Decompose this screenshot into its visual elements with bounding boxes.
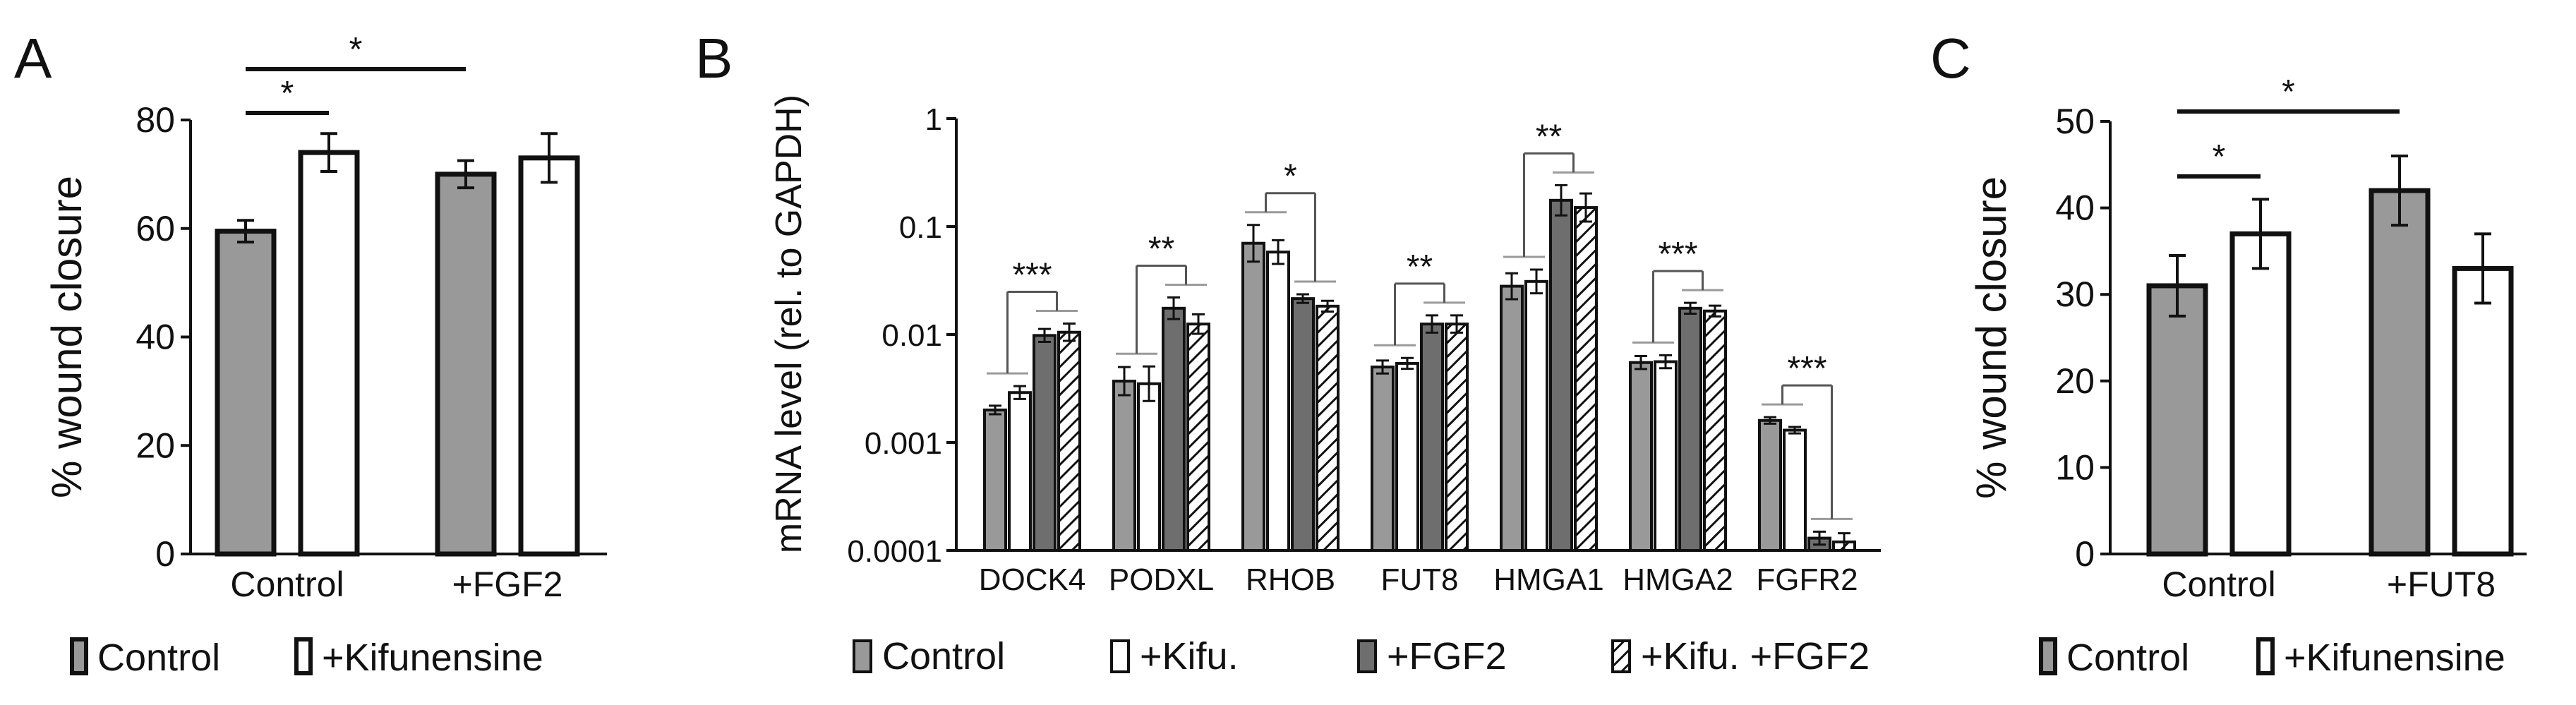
x-category-label: Control bbox=[2162, 565, 2275, 604]
panel-b-chart: 0.0001 0.001 0.01 0.1 1 mRNA level (rel. to G… bbox=[769, 95, 1881, 677]
legend-swatch bbox=[853, 639, 872, 673]
legend-label: Control bbox=[882, 635, 1005, 677]
significance-label: * bbox=[281, 75, 294, 112]
significance-label: ** bbox=[1536, 118, 1562, 155]
legend-swatch bbox=[1357, 639, 1377, 673]
y-tick-label: 20 bbox=[2055, 361, 2095, 401]
y-tick-label: 20 bbox=[136, 426, 175, 465]
significance-label: *** bbox=[1012, 257, 1052, 294]
significance-label: * bbox=[1284, 158, 1297, 195]
y-tick-label: 0 bbox=[2075, 534, 2095, 574]
bar bbox=[298, 150, 360, 557]
bar bbox=[1445, 323, 1469, 552]
panel-b-letter: B bbox=[695, 27, 733, 90]
y-tick-label: 0 bbox=[155, 534, 175, 574]
x-category-label: +FUT8 bbox=[2387, 565, 2496, 604]
y-tick-label: 30 bbox=[2055, 275, 2095, 314]
y-tick-label: 10 bbox=[2055, 447, 2095, 487]
bar bbox=[1112, 380, 1136, 552]
bar bbox=[1316, 304, 1340, 552]
bar bbox=[1186, 323, 1210, 552]
bar bbox=[1033, 334, 1057, 552]
bar bbox=[1420, 323, 1444, 552]
legend-swatch bbox=[70, 637, 88, 675]
bar bbox=[2146, 283, 2208, 557]
bar bbox=[2452, 265, 2514, 557]
y-tick-label: 40 bbox=[2055, 188, 2095, 228]
y-axis-label: % wound closure bbox=[43, 176, 90, 498]
bar bbox=[1703, 309, 1727, 552]
bar bbox=[1137, 382, 1161, 552]
y-tick-label: 80 bbox=[136, 100, 175, 140]
bar bbox=[1162, 306, 1186, 552]
bar bbox=[1549, 198, 1573, 552]
y-tick-label: 0.0001 bbox=[847, 534, 942, 569]
panel-a-letter: A bbox=[14, 27, 52, 90]
bar bbox=[2369, 188, 2431, 557]
bar bbox=[1524, 279, 1548, 552]
significance-label: ** bbox=[1407, 248, 1433, 286]
legend-label: +Kifu. bbox=[1140, 635, 1239, 677]
legend-swatch bbox=[1611, 639, 1631, 673]
panel-c-letter: C bbox=[1930, 27, 1971, 90]
significance-label: * bbox=[349, 31, 363, 68]
legend-swatch bbox=[294, 637, 313, 675]
legend-swatch bbox=[1110, 639, 1130, 673]
y-axis-label: % wound closure bbox=[1968, 176, 2015, 499]
bar bbox=[1783, 428, 1807, 552]
bar bbox=[1371, 366, 1395, 553]
bar bbox=[983, 408, 1007, 552]
x-category-label: PODXL bbox=[1109, 562, 1214, 597]
bar bbox=[518, 155, 580, 557]
bar bbox=[1654, 360, 1678, 552]
bar bbox=[215, 229, 277, 557]
significance-label: ** bbox=[1148, 231, 1174, 268]
bar bbox=[1678, 306, 1702, 552]
x-category-label: FUT8 bbox=[1381, 562, 1459, 597]
y-tick-label: 60 bbox=[136, 209, 175, 248]
bar bbox=[435, 171, 497, 557]
bar bbox=[1266, 251, 1290, 552]
legend-swatch bbox=[2256, 637, 2275, 675]
bar bbox=[2229, 231, 2292, 557]
significance-label: *** bbox=[1787, 350, 1826, 387]
legend-swatch bbox=[2039, 637, 2057, 675]
bar bbox=[1291, 297, 1315, 552]
y-tick-label: 40 bbox=[136, 318, 175, 357]
legend-label: Control bbox=[97, 637, 220, 679]
x-category-label: DOCK4 bbox=[979, 562, 1086, 597]
bar bbox=[1057, 330, 1081, 552]
y-tick-label: 0.1 bbox=[899, 210, 942, 245]
bar bbox=[1395, 361, 1419, 552]
significance-label: * bbox=[2213, 138, 2226, 176]
legend-label: +Kifunensine bbox=[322, 637, 543, 679]
legend-label: +Kifu. +FGF2 bbox=[1641, 635, 1870, 677]
significance-label: * bbox=[2282, 73, 2295, 111]
legend-label: Control bbox=[2066, 637, 2189, 679]
x-category-label: RHOB bbox=[1246, 562, 1335, 597]
legend-label: +Kifunensine bbox=[2284, 637, 2505, 679]
bar bbox=[1008, 391, 1032, 552]
panel-c-chart: 0 10 20 30 40 50 % wound closure Control +FUT8 * *… bbox=[1968, 73, 2527, 679]
panel-a-chart: 0 20 40 60 80 % wound closure Control +FGF2 * * Co… bbox=[43, 31, 607, 679]
legend-label: +FGF2 bbox=[1387, 635, 1507, 677]
x-category-label: HMGA1 bbox=[1493, 562, 1603, 597]
x-category-label: HMGA2 bbox=[1623, 562, 1733, 597]
x-category-label: Control bbox=[230, 565, 344, 604]
x-category-label: FGFR2 bbox=[1756, 562, 1858, 597]
y-tick-label: 0.001 bbox=[865, 426, 942, 461]
y-axis-label: mRNA level (rel. to GAPDH) bbox=[769, 95, 809, 553]
significance-label: *** bbox=[1658, 236, 1697, 273]
bar bbox=[1574, 206, 1598, 552]
y-tick-label: 0.01 bbox=[881, 318, 942, 353]
bar bbox=[1241, 241, 1265, 552]
y-tick-label: 1 bbox=[925, 102, 942, 137]
bar bbox=[1629, 361, 1653, 552]
y-tick-label: 50 bbox=[2055, 102, 2095, 141]
bar bbox=[1758, 418, 1782, 553]
x-category-label: +FGF2 bbox=[452, 565, 563, 604]
bar bbox=[1500, 284, 1524, 552]
